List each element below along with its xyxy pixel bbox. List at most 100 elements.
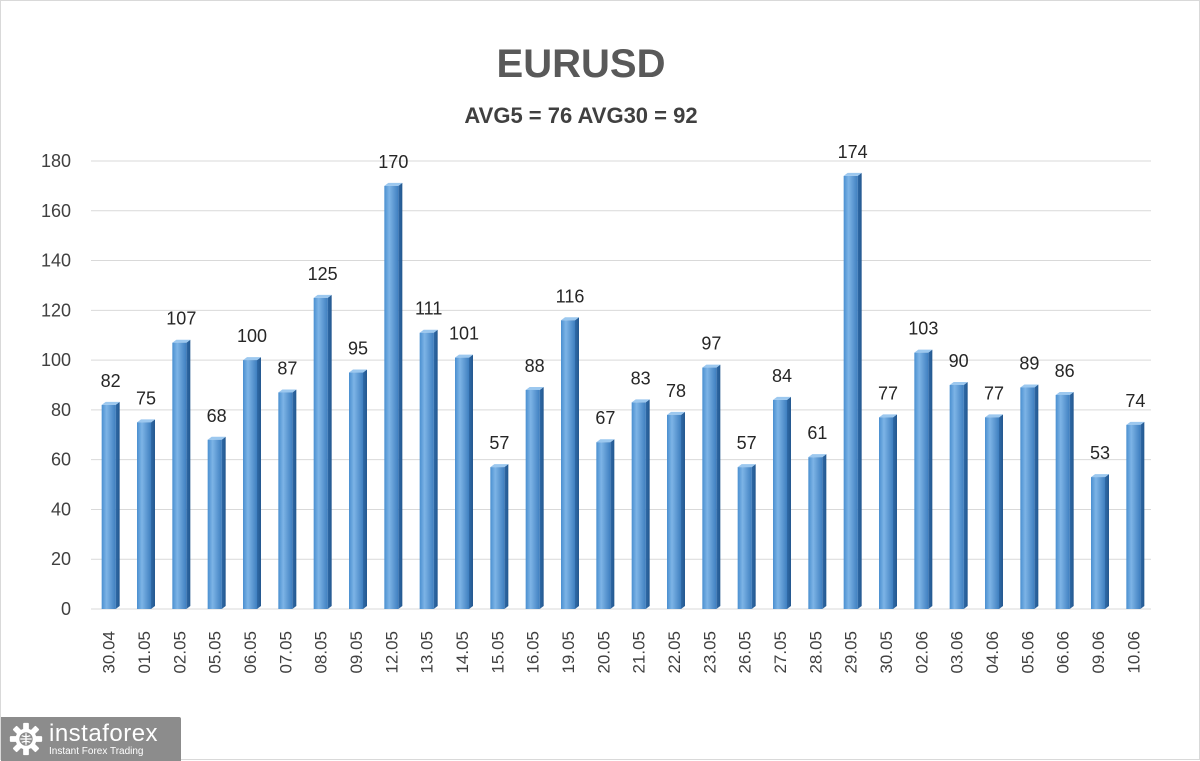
data-label: 67 bbox=[595, 408, 615, 428]
y-tick-label: 100 bbox=[41, 350, 71, 370]
bar-side bbox=[575, 317, 579, 609]
bar bbox=[737, 464, 756, 609]
data-label: 107 bbox=[166, 309, 196, 329]
bar-top bbox=[207, 436, 226, 440]
y-axis-ticks: 0 20 40 60 80 100 120 140 160 180 bbox=[41, 151, 71, 619]
y-tick-label: 20 bbox=[51, 549, 71, 569]
x-tick-label: 07.05 bbox=[276, 631, 295, 674]
bar bbox=[384, 182, 403, 609]
data-label: 77 bbox=[878, 383, 898, 403]
bar-side bbox=[716, 364, 721, 609]
bar-top bbox=[243, 357, 261, 361]
bar-front bbox=[207, 439, 222, 609]
y-tick-label: 60 bbox=[51, 450, 71, 470]
bar-top bbox=[313, 294, 332, 298]
bar-front bbox=[914, 352, 929, 609]
x-tick-label: 06.06 bbox=[1054, 631, 1073, 674]
bar-side bbox=[610, 439, 615, 609]
x-tick-label: 16.05 bbox=[524, 631, 543, 674]
bar bbox=[843, 172, 862, 609]
logo-brand: instaforex bbox=[49, 719, 159, 747]
bar-top bbox=[349, 369, 367, 373]
bar-side bbox=[1105, 474, 1109, 609]
x-tick-label: 08.05 bbox=[312, 631, 331, 674]
bar bbox=[914, 349, 933, 609]
data-label: 84 bbox=[772, 366, 792, 386]
bar-side bbox=[398, 182, 403, 609]
bar-side bbox=[221, 436, 226, 609]
bar-front bbox=[631, 402, 646, 609]
x-tick-label: 30.04 bbox=[100, 631, 119, 674]
bars bbox=[101, 172, 1145, 609]
bar-front bbox=[737, 467, 752, 609]
bar-top bbox=[137, 419, 155, 423]
data-label: 53 bbox=[1090, 443, 1110, 463]
bar-side bbox=[963, 382, 968, 609]
logo-text: instaforex Instant Forex Trading bbox=[49, 719, 159, 757]
bar-top bbox=[172, 339, 191, 343]
bar bbox=[1126, 421, 1145, 609]
bar-front bbox=[949, 385, 964, 609]
bar-top bbox=[808, 454, 827, 458]
bar-front bbox=[525, 389, 540, 609]
bar-front bbox=[419, 332, 434, 609]
data-label: 174 bbox=[838, 142, 868, 162]
bar-top bbox=[419, 329, 438, 333]
bar bbox=[207, 436, 226, 609]
bar-front bbox=[596, 442, 611, 609]
bar-front bbox=[384, 185, 399, 609]
bar-side bbox=[893, 414, 897, 609]
bar bbox=[313, 294, 332, 609]
gear-globe-icon bbox=[9, 722, 43, 756]
data-label: 88 bbox=[525, 356, 545, 376]
bar-side bbox=[186, 339, 191, 609]
bar-front bbox=[101, 404, 116, 609]
x-tick-label: 02.06 bbox=[912, 631, 931, 674]
bar-front bbox=[879, 417, 893, 609]
chart-title: EURUSD bbox=[497, 42, 666, 86]
bar-top bbox=[667, 411, 685, 415]
bar-side bbox=[787, 396, 791, 609]
data-label: 125 bbox=[308, 264, 338, 284]
x-tick-label: 29.05 bbox=[842, 631, 861, 674]
bar-top bbox=[1020, 384, 1039, 388]
bar bbox=[1020, 384, 1039, 609]
x-tick-label: 12.05 bbox=[382, 631, 401, 674]
bar-front bbox=[985, 417, 999, 609]
bar-front bbox=[808, 457, 823, 609]
bar-front bbox=[1020, 387, 1035, 609]
bar-top bbox=[101, 401, 120, 405]
data-label: 116 bbox=[556, 286, 585, 306]
data-label: 97 bbox=[701, 334, 721, 354]
bar-side bbox=[681, 411, 685, 609]
x-tick-label: 23.05 bbox=[700, 631, 719, 674]
x-tick-label: 03.06 bbox=[948, 631, 967, 674]
data-label: 57 bbox=[489, 433, 509, 453]
bar-top bbox=[278, 389, 297, 393]
bar-front bbox=[172, 342, 187, 609]
y-tick-label: 160 bbox=[41, 201, 71, 221]
bar-top bbox=[843, 172, 862, 176]
bar-top bbox=[525, 386, 544, 390]
bar-top bbox=[455, 354, 473, 358]
x-tick-label: 21.05 bbox=[630, 631, 649, 674]
x-tick-label: 30.05 bbox=[877, 631, 896, 674]
bar bbox=[419, 329, 438, 609]
data-label: 86 bbox=[1055, 361, 1075, 381]
bar-front bbox=[455, 357, 469, 609]
data-label: 170 bbox=[378, 152, 408, 172]
bar-side bbox=[1069, 391, 1074, 609]
bar bbox=[808, 454, 827, 609]
bar bbox=[243, 357, 261, 609]
bar bbox=[1091, 474, 1109, 609]
bar-side bbox=[504, 464, 509, 609]
bar-top bbox=[985, 414, 1003, 418]
bar bbox=[101, 401, 120, 609]
data-label: 89 bbox=[1019, 353, 1039, 373]
bar bbox=[773, 396, 791, 609]
x-axis-ticks: 30.04 01.05 02.05 05.05 06.05 07.05 08.05 09.05… bbox=[100, 631, 1144, 674]
x-tick-label: 15.05 bbox=[488, 631, 507, 674]
bar-side bbox=[645, 399, 650, 609]
bar-side bbox=[1140, 421, 1145, 609]
x-tick-label: 05.06 bbox=[1018, 631, 1037, 674]
